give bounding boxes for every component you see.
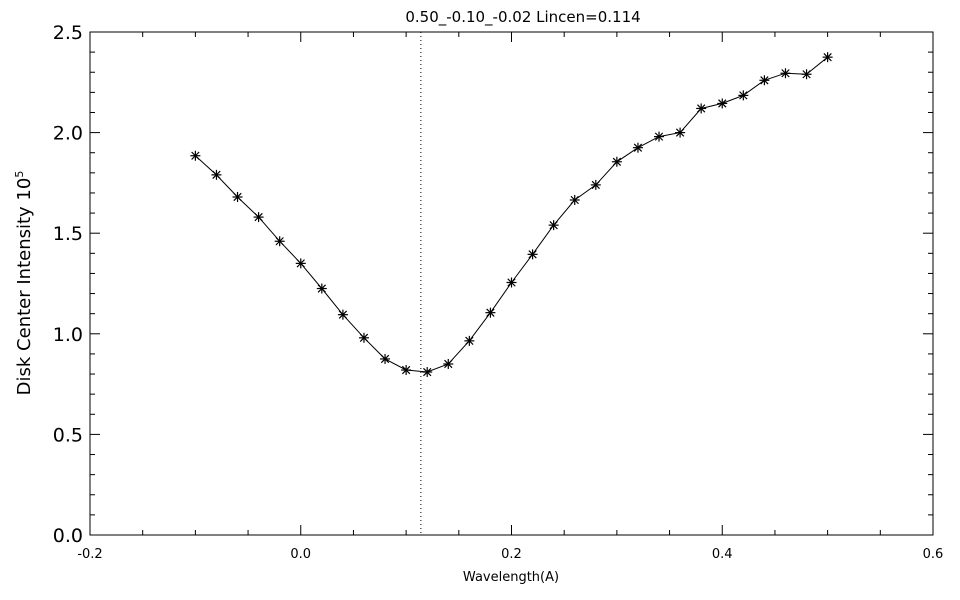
y-axis-label-exponent: 5: [13, 171, 26, 178]
data-point: [232, 191, 243, 202]
data-point: [380, 353, 391, 364]
data-point: [358, 332, 369, 343]
data-point: [401, 365, 412, 376]
x-tick-label: 0.4: [712, 547, 733, 562]
x-tick-label: 0.2: [501, 547, 522, 562]
data-point: [632, 142, 643, 153]
x-tick-label: 0.0: [290, 547, 311, 562]
data-point: [548, 220, 559, 231]
data-point: [696, 103, 707, 114]
data-point: [780, 68, 791, 79]
series-markers: [190, 52, 833, 378]
data-point: [464, 335, 475, 346]
y-tick-label: 1.0: [53, 324, 83, 346]
data-point: [443, 358, 454, 369]
data-point: [822, 52, 833, 63]
data-point: [759, 75, 770, 86]
y-tick-labels: 0.0 0.5 1.0 1.5 2.0 2.5: [53, 22, 83, 547]
y-tick-label: 1.5: [53, 223, 83, 245]
data-point: [211, 169, 222, 180]
x-tick-label: 0.6: [923, 547, 944, 562]
data-point: [675, 127, 686, 138]
data-point: [422, 367, 433, 378]
data-point: [274, 236, 285, 247]
data-point: [295, 258, 306, 269]
data-point: [506, 277, 517, 288]
data-point: [527, 249, 538, 260]
plot-area: [89, 31, 934, 536]
data-point: [316, 283, 327, 294]
data-point: [590, 179, 601, 190]
data-point: [190, 150, 201, 161]
x-tick-label: -0.2: [77, 547, 102, 562]
x-tick-labels: -0.2 0.0 0.2 0.4 0.6: [77, 547, 943, 562]
data-point: [738, 90, 749, 101]
y-tick-label: 0.0: [53, 525, 83, 547]
data-point: [485, 307, 496, 318]
data-point: [611, 156, 622, 167]
data-point: [569, 195, 580, 206]
data-point: [801, 69, 812, 80]
y-axis-label: Disk Center Intensity 105: [13, 171, 35, 396]
data-point: [337, 309, 348, 320]
series-line: [195, 56, 828, 373]
chart-title: 0.50_-0.10_-0.02 Lincen=0.114: [405, 8, 640, 27]
axis-ticks: [89, 31, 934, 536]
x-axis-label: Wavelength(A): [463, 570, 559, 585]
data-point: [654, 131, 665, 142]
y-axis-label-text: Disk Center Intensity 10: [14, 178, 35, 396]
y-tick-label: 2.5: [53, 22, 83, 44]
y-tick-label: 2.0: [53, 123, 83, 145]
data-point: [717, 98, 728, 109]
data-point: [253, 212, 264, 223]
y-tick-label: 0.5: [53, 424, 83, 446]
